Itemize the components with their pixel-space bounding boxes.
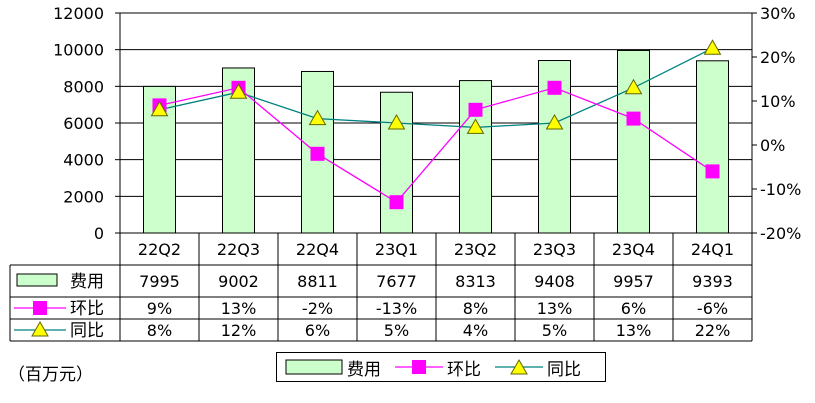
- legend: 费用 环比 同比: [276, 352, 606, 382]
- legend-item-yoy: 同比: [495, 353, 581, 381]
- right-axis-tick-label: 10%: [760, 92, 796, 111]
- table-cell-value: 7677: [376, 272, 417, 291]
- table-cell-value: 6%: [305, 321, 330, 340]
- legend-swatch-triangle-marker-icon: [495, 358, 543, 375]
- table-cell-value: 5%: [542, 321, 567, 340]
- table-cell-value: 9408: [534, 272, 575, 291]
- left-axis-tick-label: 8000: [63, 77, 104, 96]
- legend-item-qoq: 环比: [395, 353, 481, 381]
- table-row-label: 同比: [70, 321, 104, 341]
- bar-expense: [696, 60, 729, 234]
- legend-label-yoy: 同比: [547, 359, 581, 380]
- left-axis-tick-label: 0: [94, 224, 104, 243]
- right-axis-tick-label: 30%: [760, 4, 796, 23]
- unit-note: （百万元）: [8, 365, 93, 385]
- right-axis-tick-label: -10%: [760, 180, 801, 199]
- marker-yoy: [545, 113, 564, 130]
- table-cell-value: 13%: [221, 299, 257, 318]
- table-cell-value: 8811: [297, 272, 338, 291]
- table-swatch-triangle-icon: [31, 320, 49, 337]
- left-axis-tick-label: 12000: [53, 4, 104, 23]
- left-axis-tick-label: 6000: [63, 114, 104, 133]
- line-yoy: [159, 47, 713, 129]
- marker-yoy: [624, 78, 643, 95]
- category-label: 22Q4: [296, 240, 339, 259]
- marker-qoq: [468, 102, 483, 117]
- table-cell-value: 9393: [692, 272, 733, 291]
- legend-item-expense: 费用: [285, 353, 381, 381]
- marker-yoy: [229, 83, 248, 99]
- table-cell-value: 4%: [463, 321, 488, 340]
- table-cell-value: -2%: [302, 299, 333, 318]
- marker-yoy: [703, 39, 722, 55]
- table-cell-value: 9%: [147, 299, 172, 318]
- category-label: 23Q3: [533, 240, 576, 259]
- marker-qoq: [389, 195, 404, 210]
- table-row-label: 环比: [70, 299, 104, 319]
- table-cell-value: -13%: [376, 299, 417, 318]
- category-label: 23Q2: [454, 240, 497, 259]
- marker-yoy: [466, 118, 485, 134]
- marker-yoy: [150, 100, 169, 117]
- legend-label-expense: 费用: [347, 359, 381, 380]
- table-cell-value: 9957: [613, 272, 654, 291]
- marker-qoq: [705, 164, 720, 179]
- table-cell-value: 7995: [139, 272, 180, 291]
- category-label: 22Q2: [138, 240, 181, 259]
- marker-qoq: [547, 80, 562, 95]
- table-swatch-square-icon: [33, 301, 47, 315]
- table-cell-value: 13%: [537, 299, 573, 318]
- table-cell-value: 8313: [455, 272, 496, 291]
- right-axis-tick-label: 20%: [760, 48, 796, 67]
- bar-expense: [380, 91, 413, 234]
- marker-qoq: [626, 111, 641, 126]
- category-label: 23Q4: [612, 240, 655, 259]
- category-label: 24Q1: [691, 240, 734, 259]
- table-cell-value: 12%: [221, 321, 257, 340]
- category-label: 23Q1: [375, 240, 418, 259]
- category-label: 22Q3: [217, 240, 260, 259]
- table-cell-value: -6%: [697, 299, 728, 318]
- left-axis-tick-label: 2000: [63, 187, 104, 206]
- legend-label-qoq: 环比: [447, 359, 481, 380]
- table-cell-value: 5%: [384, 321, 409, 340]
- table-cell-value: 13%: [616, 321, 652, 340]
- table-row-label: 费用: [70, 272, 104, 292]
- legend-swatch-bar-icon: [285, 359, 343, 375]
- left-axis-tick-label: 10000: [53, 41, 104, 60]
- marker-yoy: [308, 109, 327, 126]
- right-axis-tick-label: -20%: [760, 224, 801, 243]
- marker-yoy: [387, 113, 406, 130]
- marker-qoq: [310, 146, 325, 161]
- right-axis-tick-label: 0%: [760, 136, 785, 155]
- table-swatch-bar-icon: [16, 273, 58, 287]
- legend-swatch-square-marker-icon: [395, 360, 443, 374]
- table-cell-value: 8%: [147, 321, 172, 340]
- table-cell-value: 9002: [218, 272, 259, 291]
- table-cell-value: 22%: [695, 321, 731, 340]
- bar-expense: [617, 49, 650, 234]
- line-qoq: [159, 87, 713, 204]
- table-cell-value: 8%: [463, 299, 488, 318]
- left-axis-tick-label: 4000: [63, 151, 104, 170]
- table-cell-value: 6%: [621, 299, 646, 318]
